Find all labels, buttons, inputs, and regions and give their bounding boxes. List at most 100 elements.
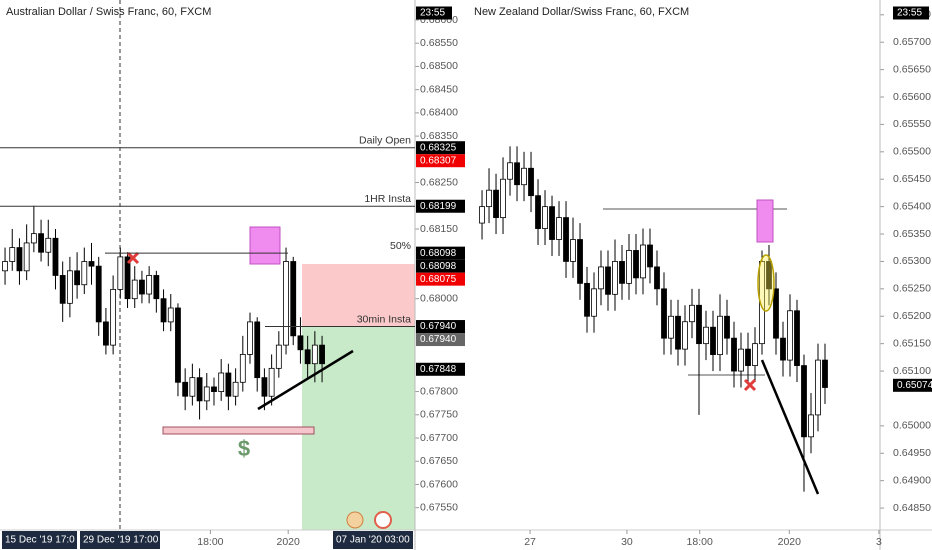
x-marker	[743, 378, 757, 392]
x-tick-label: 18:00	[687, 536, 713, 548]
candle-body	[59, 275, 66, 304]
candle-body	[724, 315, 730, 339]
stop-zone	[302, 264, 415, 327]
y-tick-label: 0.65000	[893, 420, 931, 432]
y-tick-label: 0.68350	[420, 130, 458, 142]
candle-body	[752, 343, 758, 366]
y-tick-label: 0.68550	[420, 37, 458, 49]
candle-body	[507, 162, 513, 180]
candle-body	[139, 279, 145, 295]
y-tick-label: 0.64950	[893, 447, 931, 459]
candle-body	[247, 321, 253, 355]
y-tick-label: 0.65150	[893, 337, 931, 349]
candle-body	[479, 206, 485, 224]
icon[interactable]	[374, 511, 392, 529]
candle-body	[304, 349, 311, 365]
candle-body	[196, 377, 203, 402]
candle-body	[182, 381, 189, 397]
price-badge-label: 0.67940	[420, 334, 457, 345]
candle-body	[535, 195, 541, 229]
price-badge-label: 0.68098	[420, 248, 457, 259]
icon[interactable]	[346, 511, 364, 529]
price-badge-label: 0.67848	[420, 364, 457, 375]
candle-body	[549, 206, 555, 240]
candle-body	[682, 321, 688, 350]
price-badge-label: 0.68075	[420, 274, 457, 285]
candle-body	[822, 359, 828, 388]
y-tick-label: 0.67800	[420, 385, 458, 397]
candle-body	[167, 307, 174, 323]
y-tick-label: 0.65400	[893, 200, 931, 212]
candle-body	[66, 270, 73, 304]
y-tick-label: 0.67550	[420, 501, 458, 513]
y-tick-label: 0.67750	[420, 409, 458, 421]
price-badge	[416, 259, 465, 273]
candle-body	[254, 321, 261, 379]
candle-body	[290, 261, 297, 337]
price-badge	[416, 320, 465, 334]
price-badge	[893, 378, 932, 392]
candle-body	[766, 261, 772, 290]
y-tick-label: 0.68250	[420, 176, 458, 188]
candle-body	[521, 167, 527, 186]
candle-body	[626, 250, 632, 284]
candle-body	[239, 354, 246, 383]
annotation: $	[238, 436, 250, 461]
chart-title: Australian Dollar / Swiss Franc, 60, FXC…	[6, 6, 211, 18]
pink-box	[249, 226, 281, 265]
candle-body	[131, 279, 138, 300]
candle-body	[146, 275, 153, 295]
candle-body	[283, 261, 289, 346]
y-tick-label: 0.65600	[893, 91, 931, 103]
candle-body	[189, 377, 196, 397]
price-badge	[416, 333, 465, 347]
y-tick-label: 0.65550	[893, 118, 931, 130]
x-tick-label: 2020	[778, 536, 802, 548]
candle-body	[30, 233, 37, 244]
candle-body	[232, 381, 239, 397]
y-tick-label: 0.65450	[893, 173, 931, 185]
price-badge-label: 0.65074	[897, 380, 932, 391]
time-badge	[80, 531, 160, 549]
level-label: 1HR Insta	[364, 193, 411, 205]
countdown-badge	[416, 6, 452, 20]
candle-body	[717, 315, 723, 356]
time-badge	[2, 531, 77, 549]
y-tick-label: 0.68450	[420, 83, 458, 95]
candle-body	[9, 247, 16, 262]
price-badge	[416, 154, 465, 168]
y-tick-label: 0.68500	[420, 60, 458, 72]
countdown-label: 23:55	[420, 8, 445, 19]
candle-body	[647, 244, 653, 268]
level-label: Daily Open	[359, 134, 411, 146]
candle-body	[297, 335, 304, 351]
y-tick-label: 0.67600	[420, 478, 458, 490]
candle-body	[731, 337, 737, 372]
pink-box	[756, 199, 774, 243]
x-tick-label: 18:00	[197, 536, 223, 548]
candle-body	[175, 307, 181, 383]
candle-body	[500, 178, 506, 218]
candle-body	[577, 239, 583, 284]
candle-body	[218, 372, 225, 392]
candle-body	[52, 237, 59, 276]
candle-body	[203, 386, 210, 402]
time-badge-label: 07 Jan '20 03:00	[336, 535, 410, 546]
x-tick-label: 27	[524, 536, 536, 548]
candle-body	[570, 239, 576, 262]
candle-body	[486, 189, 492, 208]
candle-body	[319, 344, 325, 365]
level-label: 30min Insta	[357, 313, 411, 325]
candle-body	[268, 367, 275, 397]
y-tick-label: 0.65250	[893, 283, 931, 295]
y-tick-label: 0.68150	[420, 223, 458, 235]
x-marker	[126, 251, 140, 265]
candle-body	[612, 261, 618, 295]
y-tick-label: 0.65500	[893, 146, 931, 158]
price-badge	[416, 362, 465, 376]
countdown-badge	[893, 6, 929, 20]
price-badge-label: 0.68307	[420, 155, 457, 166]
candle-body	[773, 288, 779, 339]
